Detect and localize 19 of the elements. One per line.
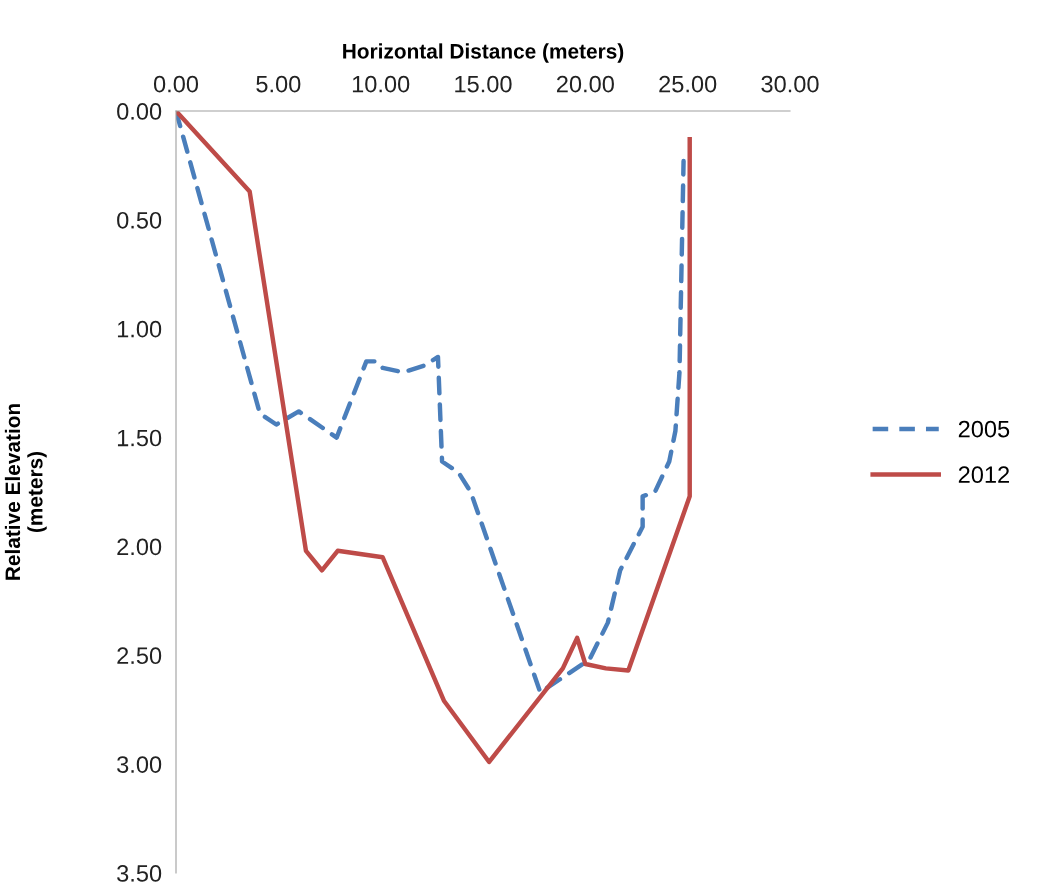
legend-label: 2005: [958, 420, 1010, 438]
x-tick-label: 10.00: [352, 75, 410, 93]
y-tick-label: 2.50: [117, 647, 162, 665]
y-tick-label: 2.00: [117, 538, 162, 556]
x-tick-label: 30.00: [761, 75, 819, 93]
x-axis-title: Horizontal Distance (meters): [343, 43, 624, 63]
y-tick-label: 0.50: [117, 211, 162, 229]
y-tick-label: 3.00: [117, 756, 162, 773]
y-tick-label: 1.50: [117, 429, 162, 447]
y-tick-label: 1.00: [117, 320, 162, 338]
x-tick-label: 15.00: [455, 75, 512, 93]
x-tick-label: 5.00: [256, 75, 301, 93]
legend-label: 2012: [958, 466, 1009, 484]
x-tick-label: 0.00: [153, 75, 199, 93]
y-tick-label: 3.50: [117, 865, 162, 882]
x-tick-label: 20.00: [556, 75, 614, 93]
y-axis-title: Relative Elevation (meters): [4, 404, 47, 580]
y-tick-label: 0.00: [117, 103, 162, 120]
x-tick-label: 25.00: [659, 75, 717, 93]
